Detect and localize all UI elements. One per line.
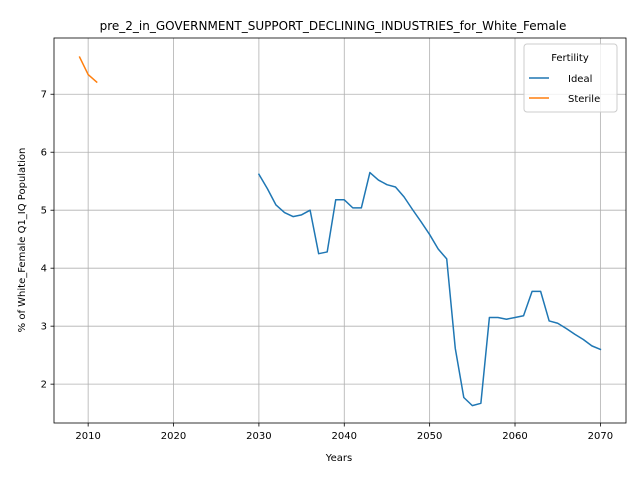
x-axis-ticks: 2010 2020 2030 2040 2050 2060 2070 [75,423,613,442]
y-tick-label: 5 [41,206,47,217]
x-axis-label: Years [325,453,352,464]
x-tick-label: 2030 [246,431,271,442]
series-line-ideal [257,171,602,407]
x-tick-label: 2050 [417,431,442,442]
grid-lines [54,38,626,423]
plot-frame [53,37,627,424]
y-axis-label: % of White_Female Q1_IQ Population [17,148,28,333]
series-line-sterile [78,56,98,84]
x-tick-label: 2010 [75,431,100,442]
legend: Fertility Ideal Sterile [523,43,618,113]
x-tick-label: 2060 [502,431,527,442]
x-tick-label: 2040 [332,431,357,442]
y-tick-label: 7 [41,90,47,101]
chart-title: pre_2_in_GOVERNMENT_SUPPORT_DECLINING_IN… [100,19,567,33]
y-tick-label: 3 [41,322,47,333]
y-tick-label: 6 [41,148,47,159]
series-lines [78,56,602,407]
x-tick-label: 2070 [588,431,613,442]
legend-entries: Ideal Sterile [529,74,600,105]
legend-box [523,43,618,113]
x-tick-label: 2020 [161,431,186,442]
y-tick-label: 4 [41,264,47,275]
y-tick-label: 2 [41,380,47,391]
y-axis-ticks: 2 3 4 5 6 7 [41,90,54,391]
legend-label-ideal: Ideal [568,74,592,85]
legend-title: Fertility [551,53,589,64]
legend-label-sterile: Sterile [568,94,600,105]
